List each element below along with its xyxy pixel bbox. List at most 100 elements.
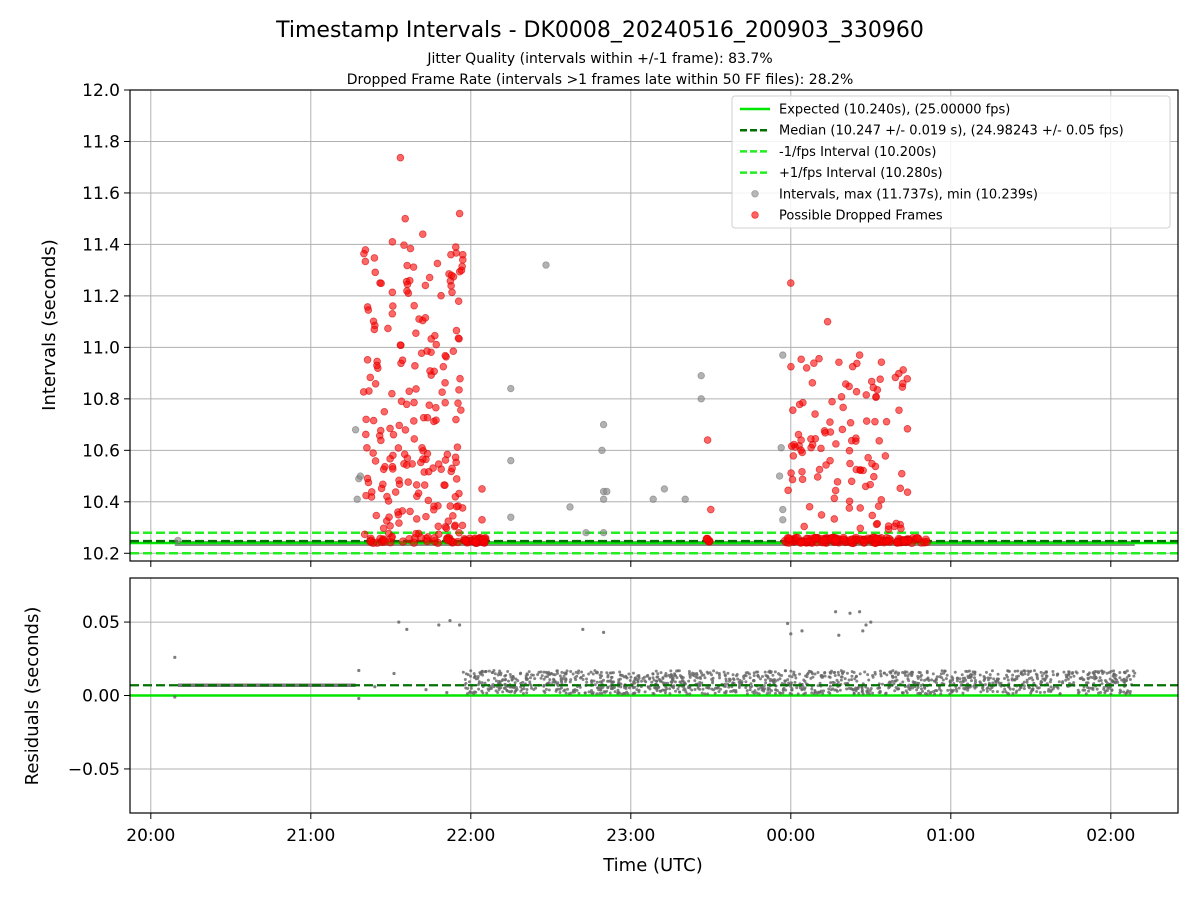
residual-point — [972, 684, 976, 688]
residual-point — [735, 673, 739, 677]
residual-point — [882, 671, 886, 675]
residual-point — [619, 673, 623, 677]
residual-point — [894, 686, 898, 690]
residual-point — [392, 671, 396, 676]
residual-point — [600, 691, 604, 695]
dropped-frame-point — [706, 505, 715, 514]
residual-point — [1099, 679, 1103, 683]
residual-point — [858, 610, 862, 614]
residual-point — [1042, 671, 1046, 675]
residual-point — [1114, 677, 1118, 681]
residual-point — [920, 673, 924, 677]
residual-point — [1006, 678, 1010, 682]
normal-interval-point — [598, 446, 606, 455]
residual-point — [1123, 681, 1127, 685]
residual-point — [943, 669, 947, 673]
residual-point — [445, 690, 449, 695]
dropped-frame-point — [826, 428, 835, 436]
residual-point — [1102, 670, 1106, 674]
residual-point — [547, 688, 551, 692]
residual-point — [907, 687, 911, 691]
residual-point — [469, 686, 473, 690]
dropped-frame-point — [454, 399, 462, 408]
residual-point — [916, 674, 920, 678]
residual-point — [916, 685, 920, 689]
dropped-frame-point — [400, 241, 408, 249]
residual-point — [618, 677, 622, 681]
residual-point — [1067, 670, 1071, 674]
residual-point — [628, 679, 632, 683]
intervals-plot: 10.2 10.4 10.6 10.8 11.0 11.2 11.4 11.6 11.8 12.0… — [82, 81, 1179, 567]
residual-point — [1125, 676, 1129, 680]
residual-point — [1015, 675, 1019, 679]
dropped-frame-point — [882, 537, 891, 546]
dropped-frame-point — [458, 521, 467, 530]
x-tick-label: 02:00 — [1086, 826, 1135, 846]
dropped-frame-point — [703, 436, 712, 444]
residual-point — [994, 679, 998, 683]
residual-point — [543, 690, 547, 694]
residual-point — [860, 688, 864, 692]
residual-point — [919, 687, 923, 691]
residual-point — [488, 686, 492, 690]
residual-point — [476, 676, 480, 680]
residual-point — [736, 677, 740, 681]
residual-point — [830, 669, 834, 673]
residual-point — [1064, 678, 1068, 682]
residual-point — [405, 627, 409, 632]
residual-point — [866, 673, 870, 677]
residual-point — [827, 675, 831, 679]
residual-point — [472, 690, 476, 694]
dropped-frame-point — [789, 452, 798, 460]
dropped-frame-point — [881, 452, 890, 460]
residual-point — [1118, 670, 1122, 674]
dropped-frame-point — [839, 533, 848, 543]
dropped-frame-point — [394, 444, 403, 452]
residual-point — [752, 674, 756, 678]
residual-point — [548, 678, 552, 682]
residual-point — [1131, 669, 1135, 673]
residual-point — [613, 690, 617, 694]
normal-interval-point — [507, 456, 515, 465]
residual-point — [940, 669, 944, 673]
residual-point — [616, 691, 620, 695]
residual-point — [781, 687, 785, 691]
residual-point — [481, 691, 485, 695]
residual-point — [798, 686, 802, 690]
residual-point — [1084, 692, 1088, 696]
residual-point — [675, 669, 679, 673]
residual-point — [980, 686, 984, 690]
residual-point — [1046, 689, 1050, 693]
residual-point — [877, 691, 881, 695]
top-y-tick-label: 11.8 — [82, 132, 120, 152]
residual-point — [775, 689, 779, 693]
residual-point — [1087, 689, 1091, 693]
dropped-frame-point — [856, 524, 865, 533]
residual-point — [655, 679, 659, 683]
legend-box — [731, 95, 1171, 229]
dropped-frame-point — [798, 475, 807, 484]
dropped-frame-point — [457, 266, 466, 275]
residual-point — [1102, 685, 1106, 689]
residual-point — [968, 674, 972, 678]
normal-interval-point — [779, 516, 787, 524]
dropped-frame-point — [425, 401, 434, 410]
residual-point — [724, 679, 728, 683]
residual-point — [654, 669, 658, 673]
dropped-frame-point — [454, 297, 463, 306]
dropped-frame-point — [452, 326, 461, 335]
dropped-frame-point — [412, 385, 420, 393]
normal-interval-point — [566, 503, 574, 511]
residual-point — [761, 688, 765, 692]
residual-point — [1008, 687, 1012, 691]
dropped-frame-point — [787, 442, 796, 450]
dropped-frame-point — [412, 329, 420, 337]
residual-point — [732, 678, 736, 682]
residual-point — [711, 676, 715, 680]
residual-point — [919, 683, 923, 687]
residual-point — [531, 673, 535, 677]
dropped-frame-point — [852, 387, 861, 396]
residual-point — [805, 672, 809, 676]
dropped-frame-point — [434, 530, 443, 538]
dropped-frame-point — [395, 421, 404, 430]
